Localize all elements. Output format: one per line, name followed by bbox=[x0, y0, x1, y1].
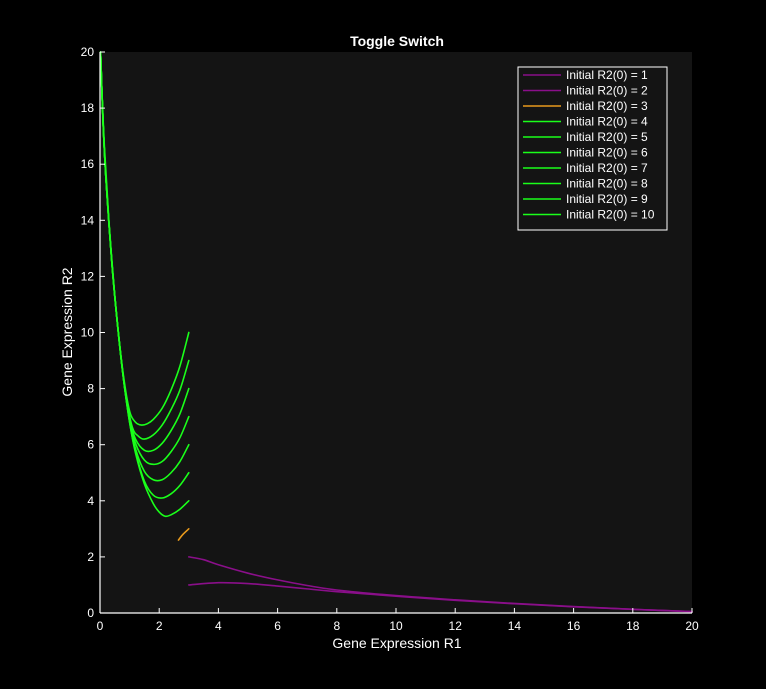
legend-label-10: Initial R2(0) = 10 bbox=[566, 208, 655, 222]
x-tick-label: 2 bbox=[156, 619, 163, 633]
x-tick-label: 12 bbox=[449, 619, 463, 633]
y-tick-label: 6 bbox=[87, 438, 94, 452]
legend-label-5: Initial R2(0) = 5 bbox=[566, 130, 648, 144]
y-tick-label: 16 bbox=[81, 157, 95, 171]
series-layer bbox=[99, 51, 693, 613]
x-tick-label: 0 bbox=[97, 619, 104, 633]
x-tick-label: 14 bbox=[508, 619, 522, 633]
x-tick-label: 4 bbox=[215, 619, 222, 633]
series-line-3 bbox=[177, 528, 190, 541]
x-tick-label: 8 bbox=[333, 619, 340, 633]
legend-box bbox=[517, 66, 668, 231]
x-axis-title: Gene Expression R1 bbox=[332, 635, 461, 651]
x-tick-label: 18 bbox=[626, 619, 640, 633]
legend-label-1: Initial R2(0) = 1 bbox=[566, 68, 648, 82]
series-line-2 bbox=[188, 556, 693, 613]
x-tick-label: 6 bbox=[274, 619, 281, 633]
y-tick-label: 2 bbox=[87, 550, 94, 564]
legend-label-8: Initial R2(0) = 8 bbox=[566, 177, 648, 191]
legend-label-9: Initial R2(0) = 9 bbox=[566, 192, 648, 206]
axes-layer: 0 2 4 6 8 10 12 14 16 18 20 0 2 4 6 8 10 12 14 16 18 20 bbox=[81, 45, 699, 633]
x-tick-label: 20 bbox=[685, 619, 699, 633]
y-tick-label: 14 bbox=[81, 213, 95, 227]
series-line-10 bbox=[99, 51, 190, 426]
y-tick-label: 12 bbox=[81, 269, 95, 283]
chart-title: Toggle Switch bbox=[350, 33, 444, 49]
legend-label-4: Initial R2(0) = 4 bbox=[566, 115, 648, 129]
x-tick-label: 16 bbox=[567, 619, 581, 633]
y-tick-label: 20 bbox=[81, 45, 95, 59]
legend-label-7: Initial R2(0) = 7 bbox=[566, 161, 648, 175]
y-tick-label: 0 bbox=[87, 606, 94, 620]
y-tick-label: 4 bbox=[87, 494, 94, 508]
legend-label-3: Initial R2(0) = 3 bbox=[566, 99, 648, 113]
y-tick-label: 8 bbox=[87, 382, 94, 396]
y-axis-title: Gene Expression R2 bbox=[59, 267, 75, 396]
y-tick-label: 10 bbox=[81, 326, 95, 340]
legend-label-6: Initial R2(0) = 6 bbox=[566, 146, 648, 160]
y-tick-label: 18 bbox=[81, 101, 95, 115]
x-tick-label: 10 bbox=[389, 619, 403, 633]
legend-label-2: Initial R2(0) = 2 bbox=[566, 84, 648, 98]
